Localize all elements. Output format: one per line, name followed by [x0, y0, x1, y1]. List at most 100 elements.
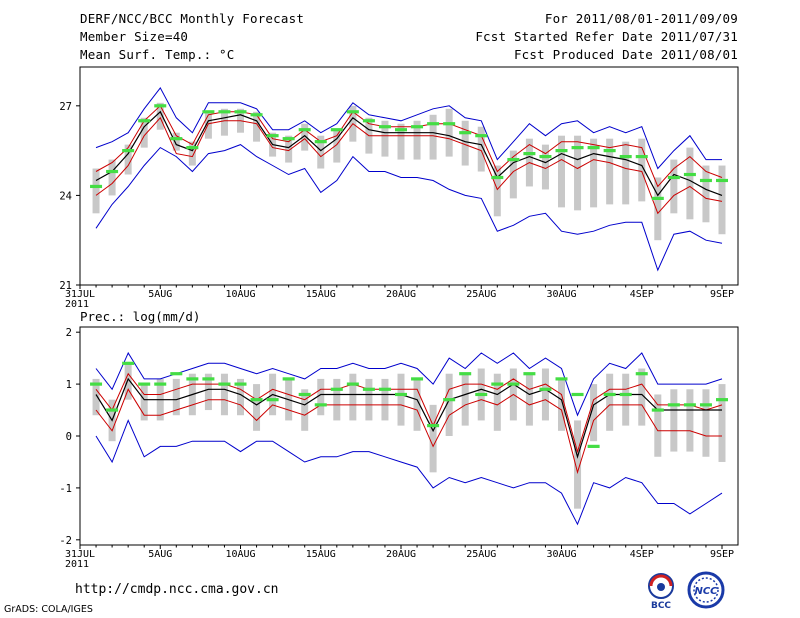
temp-marker	[330, 128, 343, 132]
temp-spread-box	[574, 135, 582, 211]
prec-spread-box	[718, 384, 726, 462]
prec-spread-box	[413, 378, 421, 431]
prec-marker	[330, 387, 343, 391]
prec-spread-box	[574, 420, 582, 509]
temp-spread-box	[397, 123, 405, 160]
temp-marker	[266, 134, 279, 138]
prec-marker	[651, 408, 664, 412]
temp-spread-box	[461, 120, 469, 166]
temp-marker	[427, 122, 440, 126]
prec-marker	[138, 382, 151, 386]
prec-spread-box	[590, 384, 598, 442]
prec-spread-box	[493, 373, 501, 431]
prec-marker	[202, 377, 215, 381]
temp-spread-box	[686, 147, 694, 220]
prec-x-tick-label: 15AUG	[306, 549, 336, 560]
prec-x-tick-label: 20AUG	[386, 549, 416, 560]
ncc-logo-text: NCC	[694, 586, 718, 597]
temp-marker	[170, 137, 183, 141]
prec-frame	[79, 326, 739, 546]
temp-marker	[619, 154, 632, 159]
precip-panel-title: Prec.: log(mm/d)	[80, 309, 201, 324]
prec-marker	[507, 382, 520, 386]
bcc-logo-text: BCC	[651, 601, 671, 610]
temp-marker	[218, 110, 231, 114]
header-period: For 2011/08/01-2011/09/09	[544, 11, 738, 26]
temp-x-tick-label: 30AUG	[546, 289, 576, 300]
temp-x-tick-label: 15AUG	[306, 289, 336, 300]
temp-spread-box	[156, 102, 164, 130]
prec-marker	[443, 398, 456, 402]
temp-x-tick-label: 2011	[65, 299, 89, 310]
header-produced-date: Fcst Produced Date 2011/08/01	[513, 47, 738, 62]
temp-spread-box	[92, 168, 100, 214]
temp-y-tick-label: 24	[59, 190, 72, 202]
prec-marker	[282, 377, 295, 381]
prec-spread-box	[461, 373, 469, 426]
temp-frame	[79, 66, 739, 286]
prec-marker	[362, 387, 375, 391]
temp-spread-box	[638, 138, 646, 202]
prec-spread-box	[397, 373, 405, 426]
prec-marker	[539, 387, 552, 391]
prec-marker	[378, 387, 391, 391]
temp-spread-box	[220, 108, 228, 136]
temp-spread-box	[317, 135, 325, 169]
temp-x-tick-label: 4SEP	[630, 289, 654, 300]
prec-marker	[314, 403, 327, 407]
prec-spread-box	[702, 389, 710, 457]
footer-url[interactable]: http://cmdp.ncc.cma.gov.cn	[75, 582, 279, 597]
temp-marker	[507, 157, 520, 162]
prec-y-tick-label: 0	[66, 431, 72, 443]
temp-marker	[346, 110, 359, 114]
prec-marker	[716, 398, 728, 402]
prec-x-tick-label: 30AUG	[546, 549, 576, 560]
prec-x-tick-label: 2011	[65, 559, 89, 570]
temp-spread-box	[606, 138, 614, 205]
temp-x-tick-label: 31JUL	[65, 289, 95, 300]
prec-spread-box	[381, 378, 389, 421]
prec-marker	[411, 377, 424, 381]
temp-marker	[250, 113, 263, 117]
temp-spread-box	[413, 120, 421, 160]
temp-spread-box	[333, 129, 341, 163]
temp-marker	[651, 196, 664, 200]
temp-marker	[555, 149, 568, 153]
prec-spread-box	[124, 363, 132, 400]
prec-marker	[587, 444, 600, 448]
temp-marker	[202, 110, 215, 114]
prec-spread-box	[349, 373, 357, 421]
prec-x-tick-label: 5AUG	[148, 549, 172, 560]
temp-spread-box	[204, 111, 212, 139]
prec-marker	[603, 392, 616, 397]
temp-marker	[443, 122, 456, 126]
temp-spread-box	[509, 150, 517, 199]
temp-x-tick-label: 10AUG	[225, 289, 255, 300]
temp-spread-box	[124, 144, 132, 175]
header-member-size: Member Size=40	[80, 29, 189, 44]
prec-spread-box	[172, 378, 180, 416]
temp-spread-box	[702, 165, 710, 223]
prec-marker	[555, 377, 568, 381]
prec-spread-box	[317, 378, 325, 416]
prec-spread-box	[558, 378, 565, 431]
temp-x-tick-label: 9SEP	[710, 289, 734, 300]
temp-spread-box	[188, 141, 196, 166]
temp-spread-box	[429, 114, 437, 160]
temp-marker	[362, 119, 375, 123]
temp-x-tick-label: 20AUG	[386, 289, 416, 300]
prec-spread-box	[301, 389, 309, 431]
prec-spread-box	[92, 378, 100, 416]
prec-spread-box	[670, 389, 678, 452]
temp-ensemble-max-line	[95, 86, 722, 170]
prec-ensemble-min-line	[95, 419, 723, 526]
temp-marker	[395, 128, 407, 132]
temp-spread-box	[140, 117, 148, 148]
temp-spread-box	[172, 132, 180, 151]
prec-lower-spread-line	[95, 388, 722, 475]
prec-x-tick-label: 4SEP	[630, 549, 654, 560]
temp-marker	[411, 125, 424, 129]
temp-marker	[539, 154, 552, 159]
grads-credit: GrADS: COLA/IGES	[4, 604, 93, 615]
